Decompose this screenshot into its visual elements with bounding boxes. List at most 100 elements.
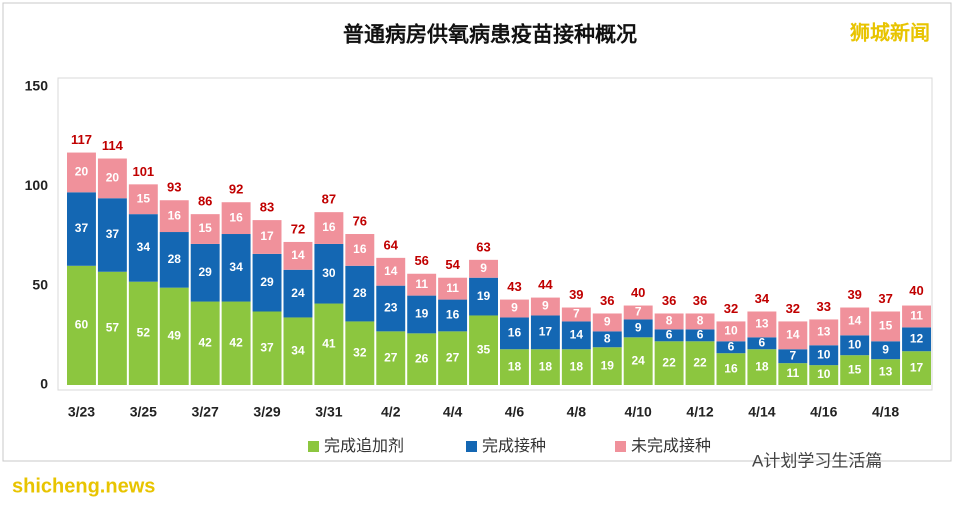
bar-segment: [67, 192, 96, 266]
segment-label: 11: [910, 309, 923, 323]
total-label: 39: [847, 287, 861, 302]
bar-segment: [902, 305, 931, 328]
segment-label: 41: [322, 336, 336, 350]
segment-label: 10: [848, 337, 862, 351]
legend-swatch: [615, 441, 626, 452]
legend: 完成追加剂 完成接种 未完成接种: [308, 437, 711, 455]
total-label: 87: [322, 192, 336, 207]
total-label: 54: [445, 257, 460, 272]
segment-label: 9: [511, 301, 518, 315]
segment-label: 6: [666, 328, 673, 342]
bar-segment: [871, 341, 901, 360]
total-label: 92: [229, 182, 243, 197]
legend-label: 完成追加剂: [324, 437, 404, 455]
total-label: 93: [167, 180, 181, 195]
bar-segment: [407, 295, 437, 334]
segment-label: 28: [168, 252, 182, 266]
segment-label: 16: [353, 242, 367, 256]
x-tick-label: 4/18: [872, 404, 899, 420]
bar-segment: [840, 355, 870, 385]
segment-label: 49: [168, 328, 182, 342]
segment-label: 9: [635, 321, 642, 335]
segment-label: 8: [604, 331, 611, 345]
segment-label: 14: [848, 314, 862, 328]
bar-segment: [97, 271, 127, 385]
bar-segment: [561, 307, 591, 322]
account-watermark: A计划学习生活篇: [752, 451, 882, 470]
segment-label: 57: [106, 321, 120, 335]
segment-label: 16: [446, 308, 460, 322]
segment-label: 29: [198, 265, 212, 279]
bar-segment: [623, 337, 653, 385]
legend-swatch: [466, 441, 477, 452]
segment-label: 20: [75, 165, 89, 179]
segment-label: 34: [229, 260, 243, 274]
total-label: 86: [198, 194, 212, 209]
segment-label: 22: [662, 355, 676, 369]
bar-segment: [778, 363, 808, 385]
total-label: 43: [507, 279, 521, 294]
x-tick-label: 4/4: [443, 404, 463, 420]
bar-segment: [592, 347, 622, 385]
x-tick-label: 4/14: [748, 404, 775, 420]
bar-segment: [840, 335, 870, 356]
bar-segment: [500, 317, 529, 350]
x-tick-label: 4/16: [810, 404, 837, 420]
total-label: 101: [132, 164, 154, 179]
segment-label: 15: [879, 319, 893, 333]
segment-label: 17: [539, 325, 553, 339]
segment-label: 14: [570, 328, 584, 342]
segment-label: 60: [75, 318, 89, 332]
bar-segment: [314, 243, 344, 304]
segment-label: 24: [631, 353, 645, 367]
segment-label: 8: [666, 314, 673, 328]
total-label: 37: [878, 291, 892, 306]
total-label: 33: [817, 299, 831, 314]
segment-label: 26: [415, 351, 429, 365]
y-tick-label: 150: [25, 78, 49, 94]
segment-label: 8: [697, 314, 704, 328]
segment-label: 34: [291, 343, 305, 357]
bar-segment: [654, 341, 684, 385]
bar-segment: [190, 214, 220, 244]
bar-segment: [407, 333, 437, 385]
y-tick-label: 50: [32, 276, 48, 292]
x-tick-label: 4/6: [505, 404, 525, 420]
total-label: 36: [600, 293, 614, 308]
total-label: 36: [693, 293, 707, 308]
segment-label: 15: [137, 191, 151, 205]
segment-label: 37: [75, 221, 89, 235]
bar-segment: [314, 303, 344, 385]
bar-segment: [685, 313, 715, 330]
segment-label: 10: [817, 347, 831, 361]
x-tick-label: 4/2: [381, 404, 401, 420]
bar-segment: [159, 200, 189, 233]
segment-label: 15: [198, 221, 212, 235]
segment-label: 35: [477, 342, 491, 356]
bar-segment: [159, 232, 189, 288]
segment-label: 7: [573, 307, 580, 321]
segment-label: 10: [724, 324, 738, 338]
legend-label: 未完成接种: [631, 437, 711, 455]
bar-segment: [500, 349, 529, 385]
segment-label: 17: [910, 360, 924, 374]
segment-label: 27: [384, 350, 398, 364]
segment-label: 7: [635, 305, 642, 319]
segment-label: 32: [353, 345, 367, 359]
total-label: 44: [538, 277, 553, 292]
segment-label: 16: [322, 220, 336, 234]
total-label: 76: [353, 213, 367, 228]
total-label: 56: [414, 253, 428, 268]
bar-segment: [97, 158, 127, 199]
bar-segment: [561, 349, 591, 385]
bar-segment: [654, 313, 684, 330]
x-tick-label: 3/29: [253, 404, 280, 420]
segment-label: 6: [759, 335, 766, 349]
segment-label: 37: [106, 227, 120, 241]
bar-segment: [871, 311, 901, 342]
legend-swatch: [308, 441, 319, 452]
site-watermark: shicheng.news: [12, 475, 155, 497]
bar-segment: [902, 327, 931, 352]
bar-segment: [283, 269, 313, 318]
total-label: 83: [260, 200, 274, 215]
